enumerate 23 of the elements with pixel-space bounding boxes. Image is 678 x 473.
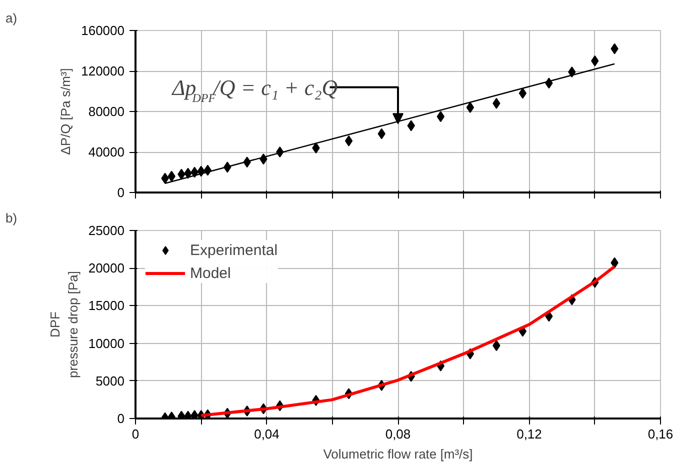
y-tick-label: 25000 (88, 223, 125, 238)
x-tick-label: 0,04 (254, 426, 280, 442)
y-tick-label: 120000 (81, 64, 125, 78)
y-tick-label: 5000 (96, 373, 124, 388)
y-tick-label: 15000 (88, 298, 125, 314)
y-axis-title: ΔP/Q [Pa s/m³] (58, 68, 74, 155)
x-tick-label: 0,08 (385, 426, 411, 442)
y-tick-label: 160000 (81, 23, 125, 38)
x-tick-label: 0,16 (648, 426, 674, 442)
y-tick-label: 0 (117, 185, 125, 200)
y-axis-title: DPF pressure drop [Pa] (47, 271, 80, 378)
y-tick-label: 20000 (88, 260, 125, 276)
text: b) (6, 210, 18, 226)
y-tick-label: 40000 (88, 144, 125, 160)
y-tick-label: 10000 (88, 336, 125, 351)
text: a) (6, 10, 18, 26)
x-tick-label: 0,12 (516, 426, 542, 442)
x-tick-label: 0 (132, 426, 140, 442)
y-tick-label: 0 (117, 411, 125, 426)
legend-label: Experimental (190, 242, 278, 258)
y-tick-label: 80000 (88, 104, 125, 119)
legend-label: Model (190, 264, 231, 282)
x-axis-title: Volumetric flow rate [m³/s] (323, 446, 473, 462)
